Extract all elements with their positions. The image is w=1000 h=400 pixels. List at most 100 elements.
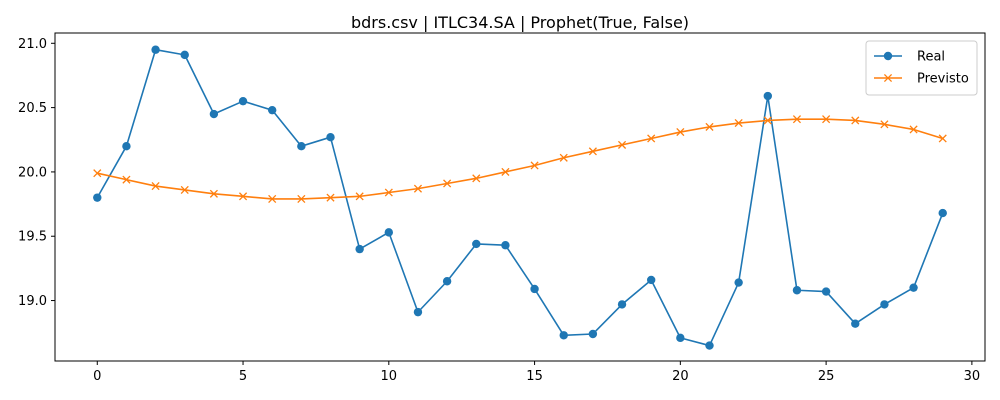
- x-marker-stroke: [209, 189, 218, 198]
- legend-item-previsto: Previsto: [874, 72, 969, 87]
- legend-real-point: [883, 51, 893, 61]
- x-marker-stroke: [705, 122, 714, 131]
- x-marker-stroke: [180, 185, 189, 194]
- x-marker-stroke: [883, 73, 893, 83]
- x-marker-stroke: [501, 167, 510, 176]
- series-layer: [93, 45, 947, 350]
- legend-label: Real: [917, 50, 945, 65]
- x-marker-stroke: [676, 127, 685, 137]
- previsto-point: [472, 174, 481, 183]
- y-tick-label: 20.5: [18, 101, 47, 116]
- real-point: [530, 284, 539, 294]
- x-marker-stroke: [617, 140, 627, 149]
- x-marker-stroke: [559, 153, 568, 162]
- real-point: [705, 341, 714, 350]
- real-series-line: [96, 48, 944, 347]
- real-point: [851, 319, 860, 328]
- real-point: [238, 96, 248, 106]
- x-marker-stroke: [384, 188, 393, 197]
- real-point: [909, 283, 918, 292]
- real-point: [326, 132, 335, 142]
- previsto-point: [268, 194, 277, 203]
- x-marker-stroke: [763, 116, 772, 125]
- previsto-point: [326, 193, 335, 202]
- x-marker-stroke: [297, 194, 306, 203]
- real-point: [821, 287, 831, 296]
- real-point: [676, 333, 685, 343]
- previsto-series: [93, 115, 947, 203]
- x-marker-stroke: [734, 118, 743, 128]
- x-tick-label: 10: [381, 369, 398, 384]
- previsto-point: [413, 184, 423, 193]
- previsto-point: [909, 125, 918, 134]
- x-marker-stroke: [938, 134, 947, 143]
- y-tick-label: 20.0: [18, 165, 47, 180]
- x-marker-stroke: [909, 125, 918, 134]
- real-point: [180, 50, 189, 60]
- x-marker-stroke: [880, 120, 889, 129]
- previsto-point: [443, 179, 452, 188]
- y-tick-label: 21.0: [18, 37, 47, 52]
- previsto-point: [938, 134, 947, 143]
- previsto-point: [734, 118, 743, 128]
- real-point: [267, 105, 277, 115]
- previsto-point: [880, 120, 889, 129]
- previsto-series-line: [97, 118, 943, 200]
- x-marker-stroke: [268, 194, 277, 203]
- real-point: [792, 286, 802, 295]
- previsto-point: [238, 192, 248, 201]
- x-tick-label: 30: [964, 369, 981, 384]
- y-tick-label: 19.5: [18, 230, 47, 245]
- real-series: [93, 45, 947, 350]
- real-point: [617, 300, 627, 309]
- previsto-point: [93, 169, 102, 178]
- real-point: [938, 208, 947, 218]
- previsto-point: [617, 140, 627, 149]
- legend: Real Previsto: [865, 40, 978, 96]
- previsto-point: [355, 192, 364, 201]
- x-marker-stroke: [151, 182, 160, 191]
- x-marker-stroke: [238, 192, 248, 201]
- legend-item-real: Real: [874, 50, 945, 65]
- x-marker-stroke: [355, 192, 364, 201]
- x-marker-stroke: [530, 161, 539, 170]
- real-point: [151, 45, 160, 54]
- x-marker-stroke: [647, 134, 656, 143]
- plot-area: [54, 32, 986, 362]
- real-point: [559, 331, 568, 340]
- x-marker-stroke: [588, 147, 597, 156]
- x-tick-label: 25: [818, 369, 835, 384]
- real-point: [472, 239, 481, 249]
- legend-label: Previsto: [917, 72, 969, 87]
- previsto-point: [792, 115, 802, 124]
- y-axis: 19.0 19.5 20.0 20.5 21.0: [18, 37, 55, 309]
- real-point: [297, 141, 306, 151]
- x-marker-stroke: [413, 184, 423, 193]
- x-marker-stroke: [472, 174, 481, 183]
- x-tick-label: 0: [93, 369, 101, 384]
- x-marker-stroke: [792, 115, 802, 124]
- previsto-point: [530, 161, 539, 170]
- legend-box: [865, 40, 978, 96]
- x-marker-stroke: [851, 116, 860, 125]
- previsto-point: [647, 134, 656, 143]
- previsto-point: [501, 167, 510, 176]
- x-marker-stroke: [443, 179, 452, 188]
- real-point: [588, 329, 598, 339]
- real-point: [880, 300, 889, 309]
- real-point: [501, 241, 510, 250]
- x-marker-stroke: [122, 175, 131, 184]
- previsto-point: [151, 182, 160, 191]
- legend-previsto-point: [883, 73, 893, 83]
- previsto-point: [822, 115, 831, 124]
- previsto-point: [588, 147, 597, 156]
- x-marker-stroke: [93, 169, 102, 178]
- previsto-point: [705, 122, 714, 131]
- real-point: [442, 277, 452, 286]
- real-point: [93, 193, 102, 202]
- x-tick-label: 20: [672, 369, 689, 384]
- previsto-point: [122, 175, 131, 184]
- previsto-point: [676, 127, 685, 137]
- y-tick-label: 19.0: [18, 294, 47, 309]
